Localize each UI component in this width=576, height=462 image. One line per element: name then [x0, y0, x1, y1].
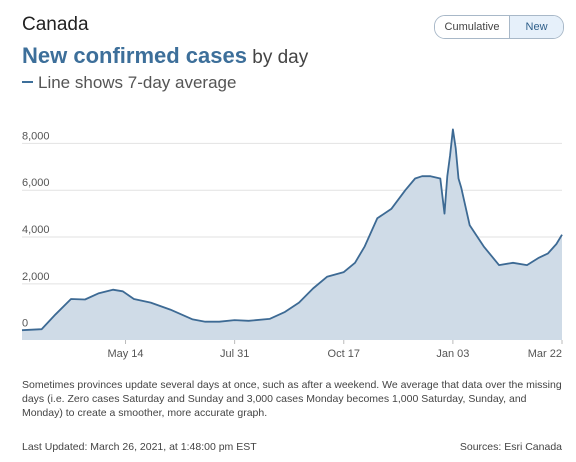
x-tick-label: Mar 22	[528, 348, 562, 360]
y-tick-label: 0	[22, 318, 28, 330]
new-button[interactable]: New	[510, 16, 563, 38]
x-tick-label: Jan 03	[436, 348, 469, 360]
chart-title-main: New confirmed cases	[22, 43, 247, 68]
y-axis: 0 2,000 4,000 6,000 8,000	[22, 130, 50, 329]
y-tick-label: 2,000	[22, 271, 50, 283]
cases-area	[22, 129, 562, 340]
region-title: Canada	[22, 14, 89, 35]
view-toggle: Cumulative New	[434, 15, 564, 39]
line-legend-swatch	[22, 80, 33, 83]
chart-subtitle-text: Line shows 7-day average	[38, 73, 237, 92]
chart-title: New confirmed cases by day	[22, 43, 308, 69]
data-note: Sometimes provinces update several days …	[22, 379, 562, 419]
chart-title-suffix: by day	[246, 47, 309, 68]
chart-subtitle: Line shows 7-day average	[22, 73, 236, 93]
y-tick-label: 6,000	[22, 177, 50, 189]
x-tick-label: Oct 17	[328, 348, 360, 360]
cumulative-button[interactable]: Cumulative	[435, 16, 511, 38]
x-tick-label: May 14	[107, 348, 143, 360]
sources: Sources: Esri Canada	[459, 441, 562, 453]
y-tick-label: 4,000	[22, 224, 50, 236]
seven-day-average-line	[21, 128, 563, 332]
x-tick-label: Jul 31	[220, 348, 249, 360]
cases-chart: 0 2,000 4,000 6,000 8,000 May 14 Jul 31 Oct 17…	[21, 128, 563, 360]
x-axis: May 14 Jul 31 Oct 17 Jan 03 Mar 22	[107, 340, 563, 360]
chart-plot-area	[21, 128, 563, 340]
y-tick-label: 8,000	[22, 130, 50, 142]
last-updated: Last Updated: March 26, 2021, at 1:48:00…	[22, 441, 257, 453]
